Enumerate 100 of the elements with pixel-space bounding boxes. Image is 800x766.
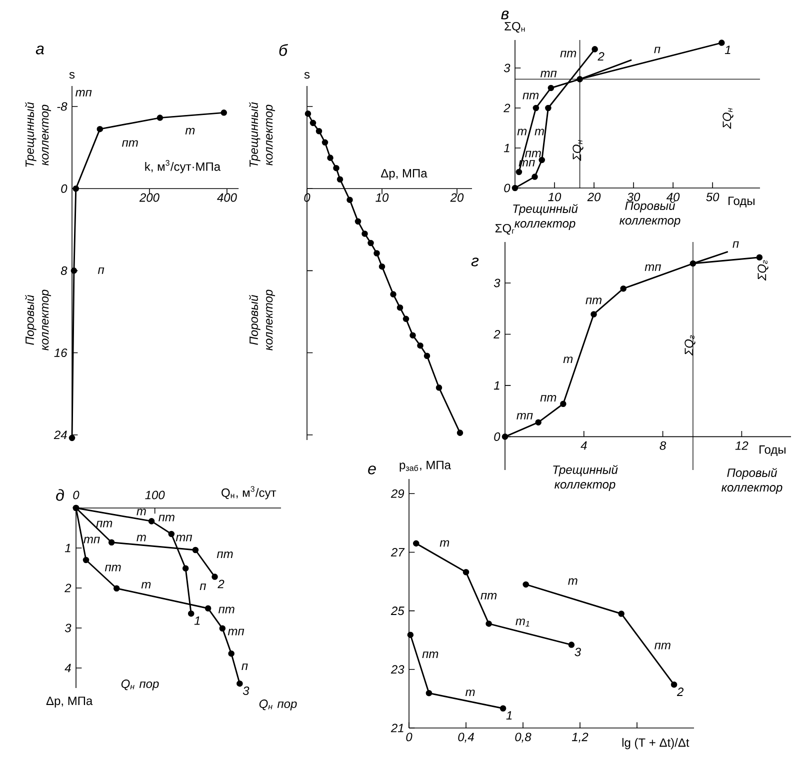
chart-title: а <box>36 46 44 54</box>
annotation: тп <box>84 536 100 544</box>
annotation: Трещинный коллектор <box>553 464 618 491</box>
annotation: Поровый коллектор <box>722 468 782 494</box>
y-tick-label: 16 <box>54 348 68 358</box>
annotation: пт <box>540 395 556 402</box>
annotation: пт <box>104 564 121 572</box>
annotation: пт <box>480 592 497 600</box>
annotation: пт <box>586 298 602 304</box>
x-tick-label: 10 <box>376 193 389 202</box>
annotation: Q$_{н}$ пор <box>121 680 159 690</box>
text: Поровый коллектор <box>248 290 276 350</box>
annotation: п <box>98 268 104 274</box>
annotation: ΣQ$_{г}$ <box>758 260 768 281</box>
y-tick-label: 1 <box>64 544 70 552</box>
y-tick-label: 3 <box>64 624 72 632</box>
y-tick-label: 24 <box>54 430 67 440</box>
y-axis-title: ΣQ$_{н}$ <box>504 22 525 33</box>
annotation: пт <box>560 50 576 58</box>
y-tick-label: 21 <box>390 724 404 732</box>
text: Поровый коллектор <box>24 290 52 350</box>
x-tick-label: 10 <box>548 192 562 202</box>
x-tick-label: 12 <box>735 441 748 450</box>
annotation: т$_{1}$ <box>516 618 530 626</box>
annotation: т <box>440 540 450 547</box>
series-label: 3 <box>574 648 581 656</box>
x-tick-label: 30 <box>627 192 640 202</box>
x-tick-label: 100 <box>145 490 165 500</box>
x-tick-label: 40 <box>666 192 680 202</box>
y-tick-label: 3 <box>494 278 500 288</box>
y-tick-label: 2 <box>504 104 510 112</box>
y-tick-label: 25 <box>390 606 404 616</box>
annotation: т <box>563 356 573 364</box>
x-tick-label: 0,4 <box>458 732 474 743</box>
annotation: п <box>654 46 660 54</box>
series-label: 1 <box>194 616 200 625</box>
x-tick-label: 50 <box>706 192 720 202</box>
x-tick-label: 400 <box>217 193 237 202</box>
chart-title: б <box>279 44 288 56</box>
y-tick-label: 27 <box>390 548 405 556</box>
y-tick-label: 23 <box>390 665 404 674</box>
annotation: ΣQ$_{н}$ <box>722 108 734 129</box>
x-tick-label: 200 <box>139 193 160 202</box>
x-tick-label: 20 <box>450 193 464 202</box>
y-axis-title: Δp, МПа <box>46 696 93 708</box>
text: Трещинный коллектор <box>24 102 52 167</box>
x-axis-title: Годы <box>760 445 786 456</box>
y-tick-label: 0 <box>494 432 500 441</box>
x-tick-label: 0,8 <box>515 732 532 743</box>
y-tick-label: 3 <box>504 64 510 72</box>
series-label: 2 <box>676 688 684 696</box>
annotation: пт <box>158 514 174 522</box>
y-tick-label: 1 <box>504 144 510 152</box>
text: Поровый коллектор <box>620 200 680 227</box>
chart-title: е <box>368 466 376 474</box>
annotation: пт <box>96 520 112 528</box>
y-axis-title: s <box>69 72 75 79</box>
annotation: п <box>732 241 739 248</box>
annotation: т <box>185 128 195 134</box>
annotation: п <box>200 584 206 590</box>
annotation: т <box>136 534 146 542</box>
annotation: т <box>534 128 544 136</box>
y-tick-label: 29 <box>390 489 404 498</box>
series-label: 1 <box>724 46 730 54</box>
x-axis-title: lg (T + Δt)/Δt <box>622 738 690 750</box>
annotation: тп <box>516 412 533 420</box>
x-tick-label: 20 <box>587 192 601 202</box>
y-tick-label: -8 <box>57 102 68 111</box>
annotation: т <box>465 690 475 696</box>
annotation: т <box>568 578 578 585</box>
annotation: тп <box>644 264 662 271</box>
chart-title: д <box>56 489 64 501</box>
x-axis-title: Q$_{н}$, м$^{3}$/сут <box>222 486 276 500</box>
annotation: т <box>517 128 527 136</box>
series-label: 2 <box>218 580 224 588</box>
annotation: тп <box>228 628 244 636</box>
y-tick-label: 8 <box>60 266 68 275</box>
y-axis-title: p$_{заб}$, МПа <box>400 460 451 472</box>
x-axis-title: k, м$^{3}$/сут·МПа <box>145 160 221 174</box>
annotation: пт <box>122 140 138 147</box>
text: Трещинный коллектор <box>248 102 276 167</box>
annotation: п <box>242 664 248 670</box>
x-axis-title: Δp, МПа <box>380 169 428 180</box>
text: г <box>471 258 479 266</box>
y-axis-title: s <box>304 72 310 79</box>
y-tick-label: 4 <box>64 664 71 672</box>
series-label: 2 <box>598 52 604 61</box>
annotation: пт <box>522 92 539 100</box>
y-tick-label: 2 <box>64 584 72 592</box>
annotation: тп <box>540 70 557 78</box>
annotation: пт <box>525 150 541 158</box>
x-axis-title: Годы <box>728 196 754 208</box>
y-tick-label: 0 <box>61 184 68 193</box>
annotation: пт <box>654 642 670 650</box>
y-tick-label: 0 <box>504 184 510 192</box>
annotation: пт <box>216 552 233 558</box>
y-tick-label: 1 <box>494 381 500 390</box>
x-tick-label: 1,2 <box>572 732 588 743</box>
x-tick-label: 8 <box>660 441 666 450</box>
chart-title: в <box>501 10 509 20</box>
